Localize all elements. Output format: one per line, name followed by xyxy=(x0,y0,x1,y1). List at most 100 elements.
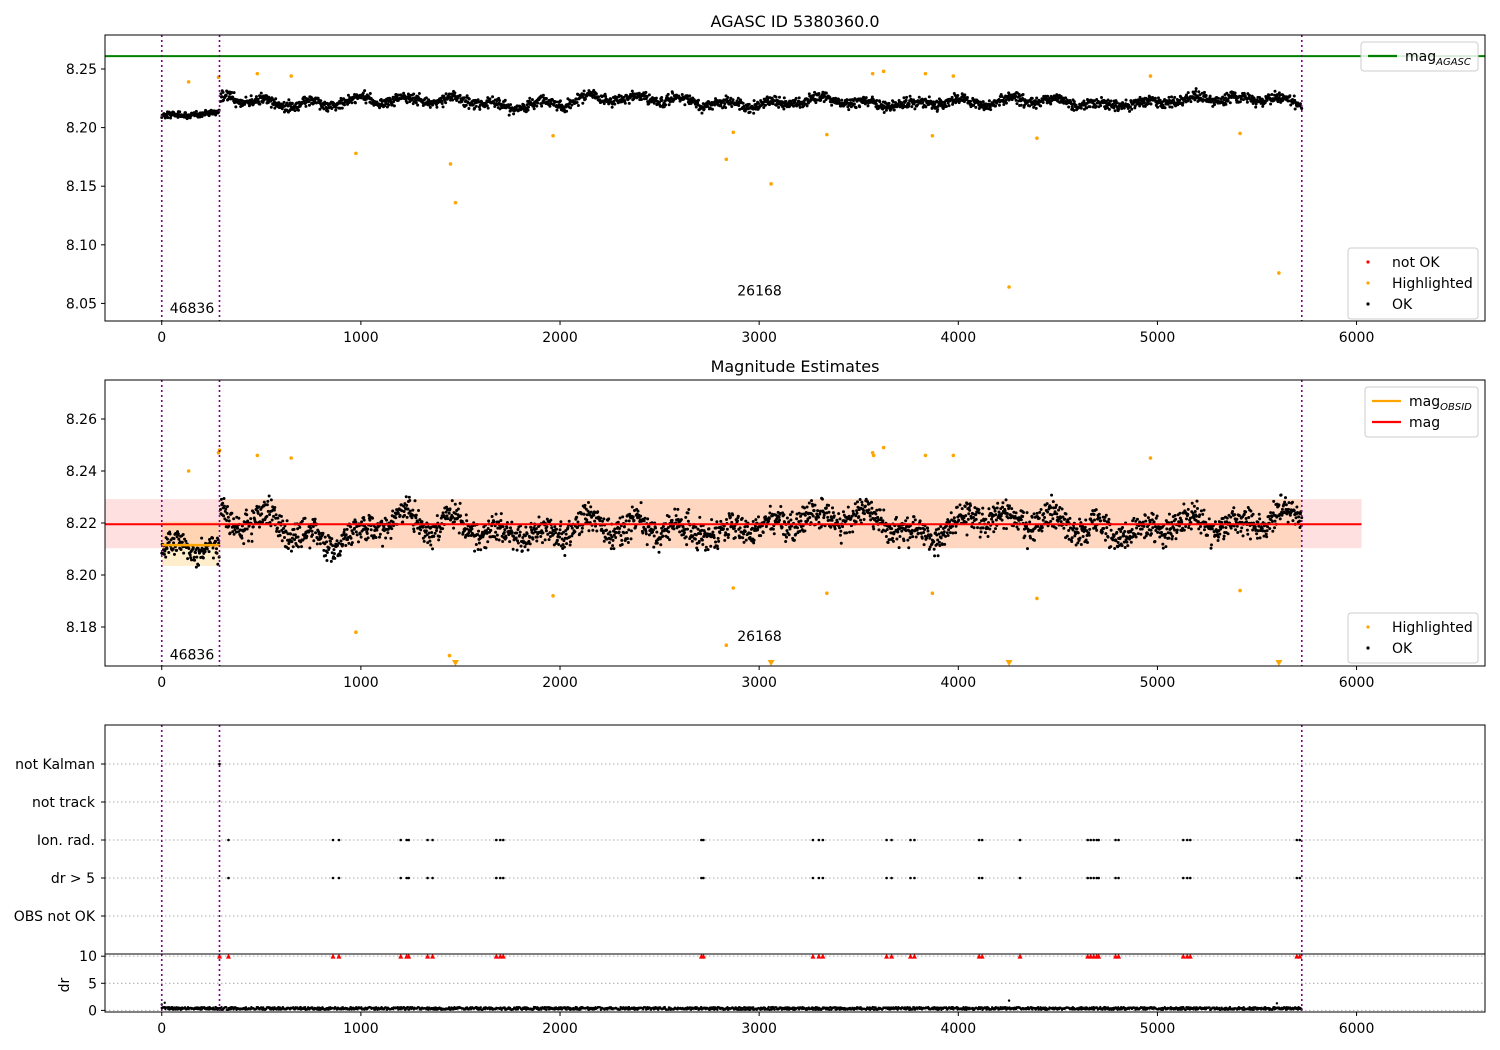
ok-point xyxy=(486,540,490,544)
ok-point xyxy=(617,530,621,534)
ok-point xyxy=(749,531,753,535)
ok-point xyxy=(1135,526,1139,530)
ok-point xyxy=(1068,516,1072,520)
ok-point xyxy=(1035,511,1039,515)
ok-point xyxy=(176,532,180,536)
ok-point xyxy=(1083,525,1087,529)
ok-point xyxy=(508,540,512,544)
ok-point xyxy=(862,509,866,513)
ok-point xyxy=(169,116,173,120)
ok-point xyxy=(569,540,573,544)
ok-point xyxy=(1006,516,1010,520)
ok-point xyxy=(937,532,941,536)
ok-point xyxy=(1170,95,1174,99)
ok-point xyxy=(647,101,651,105)
ok-point xyxy=(672,527,676,531)
ok-point xyxy=(824,91,828,95)
ok-point xyxy=(981,526,985,530)
ok-point xyxy=(885,528,889,532)
ok-point xyxy=(811,514,815,518)
ok-point xyxy=(492,520,496,524)
ok-point xyxy=(741,101,745,105)
ok-point xyxy=(1117,107,1121,111)
ok-point xyxy=(1084,518,1088,522)
ok-point xyxy=(503,98,507,102)
ok-point xyxy=(1167,95,1171,99)
ok-point xyxy=(602,539,606,543)
ok-point xyxy=(580,530,584,534)
ok-point xyxy=(947,104,951,108)
ok-point xyxy=(754,518,758,522)
ok-point xyxy=(452,526,456,530)
ok-point xyxy=(289,549,293,553)
ok-point xyxy=(486,106,490,110)
ok-point xyxy=(516,541,520,545)
ok-point xyxy=(240,536,244,540)
ok-point xyxy=(1194,87,1198,91)
ok-point xyxy=(936,108,940,112)
ok-point xyxy=(274,97,278,101)
ok-point xyxy=(726,96,730,100)
ok-point xyxy=(1245,100,1249,104)
ok-point xyxy=(706,104,710,108)
ok-point xyxy=(303,101,307,105)
ok-point xyxy=(341,543,345,547)
ok-point xyxy=(719,104,723,108)
ok-point xyxy=(554,100,558,104)
ok-point xyxy=(987,99,991,103)
highlighted-point xyxy=(731,130,736,135)
ok-point xyxy=(1115,101,1119,105)
ok-point xyxy=(887,101,891,105)
ok-point xyxy=(608,541,612,545)
ok-point xyxy=(541,93,545,97)
ok-point xyxy=(1189,100,1193,104)
ok-point xyxy=(296,108,300,112)
ok-point xyxy=(602,517,606,521)
ok-point xyxy=(1067,529,1071,533)
ok-point xyxy=(266,499,270,503)
ok-point xyxy=(623,99,627,103)
ok-point xyxy=(298,525,302,529)
y-tick-label: 8.10 xyxy=(66,238,97,254)
ok-point xyxy=(1028,520,1032,524)
ok-point xyxy=(282,526,286,530)
ok-point xyxy=(491,95,495,99)
ok-point xyxy=(996,501,1000,505)
ok-point xyxy=(666,92,670,96)
ok-point xyxy=(777,515,781,519)
ok-point xyxy=(706,548,710,552)
ok-point xyxy=(762,105,766,109)
ok-point xyxy=(211,546,215,550)
ok-point xyxy=(368,518,372,522)
ok-point xyxy=(726,536,730,540)
ok-point xyxy=(319,99,323,103)
ok-point xyxy=(1164,545,1168,549)
ok-point xyxy=(438,530,442,534)
ok-point xyxy=(1208,94,1212,98)
ok-point xyxy=(857,515,861,519)
ok-point xyxy=(841,510,845,514)
ok-point xyxy=(172,552,176,556)
ok-point xyxy=(897,546,901,550)
x-tick-label: 0 xyxy=(157,330,166,346)
ok-point xyxy=(515,548,519,552)
ok-point xyxy=(401,520,405,524)
ok-point xyxy=(686,519,690,523)
ok-point xyxy=(799,519,803,523)
ok-point xyxy=(870,506,874,510)
ok-point xyxy=(1025,547,1029,551)
ok-point xyxy=(419,528,423,532)
ok-point xyxy=(168,532,172,536)
ok-point xyxy=(644,90,648,94)
ok-point xyxy=(470,527,474,531)
ok-point xyxy=(345,527,349,531)
ok-point xyxy=(630,505,634,509)
ok-point xyxy=(742,104,746,108)
ok-point xyxy=(180,540,184,544)
ok-point xyxy=(537,515,541,519)
highlighted-point xyxy=(951,74,956,78)
ok-point xyxy=(898,534,902,538)
ok-point xyxy=(613,102,617,106)
ok-point xyxy=(570,526,574,530)
ok-point xyxy=(462,96,466,100)
